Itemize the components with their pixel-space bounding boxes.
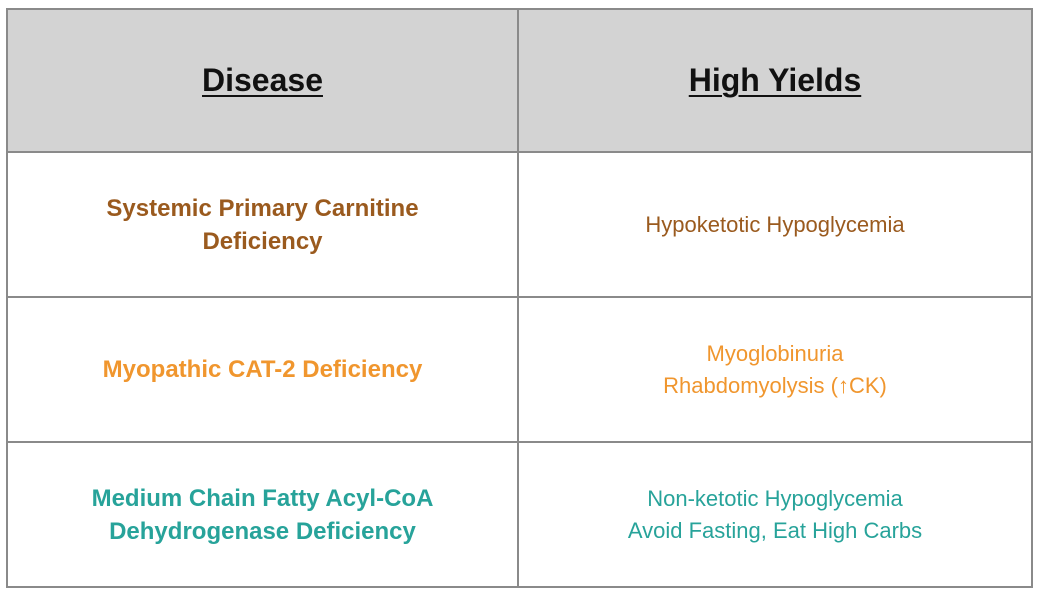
disease-table-container: Disease High Yields Systemic Primary Car… xyxy=(6,8,1033,588)
high-yield-line: Hypoketotic Hypoglycemia xyxy=(645,211,905,237)
high-yield-line: Avoid Fasting, Eat High Carbs xyxy=(627,517,923,543)
table-row: Systemic Primary Carnitine Deficiency Hy… xyxy=(6,151,1033,298)
header-yields: High Yields xyxy=(688,62,862,98)
table-row: Medium Chain Fatty Acyl-CoA Dehydrogenas… xyxy=(6,441,1033,588)
header-yields-cell: High Yields xyxy=(517,8,1033,153)
table-row: Myopathic CAT-2 Deficiency Myoglobinuria… xyxy=(6,296,1033,443)
yields-cell: Myoglobinuria Rhabdomyolysis (↑CK) xyxy=(517,296,1033,443)
disease-name-line: Systemic Primary Carnitine xyxy=(106,194,419,222)
disease-name-line: Deficiency xyxy=(202,227,323,255)
disease-cell: Medium Chain Fatty Acyl-CoA Dehydrogenas… xyxy=(6,441,519,588)
disease-cell: Myopathic CAT-2 Deficiency xyxy=(6,296,519,443)
high-yield-line: Non-ketotic Hypoglycemia xyxy=(647,485,903,511)
header-disease: Disease xyxy=(202,62,323,98)
disease-table: Disease High Yields Systemic Primary Car… xyxy=(6,8,1033,588)
disease-name-line: Dehydrogenase Deficiency xyxy=(109,517,416,545)
disease-name-line: Myopathic CAT-2 Deficiency xyxy=(102,356,423,383)
high-yield-line: Myoglobinuria xyxy=(706,340,844,366)
disease-name-line: Medium Chain Fatty Acyl-CoA xyxy=(91,484,434,512)
table-header-row: Disease High Yields xyxy=(6,8,1033,153)
yields-cell: Non-ketotic Hypoglycemia Avoid Fasting, … xyxy=(517,441,1033,588)
yields-cell: Hypoketotic Hypoglycemia xyxy=(517,151,1033,298)
header-disease-cell: Disease xyxy=(6,8,519,153)
disease-cell: Systemic Primary Carnitine Deficiency xyxy=(6,151,519,298)
high-yield-line: Rhabdomyolysis (↑CK) xyxy=(663,372,887,398)
